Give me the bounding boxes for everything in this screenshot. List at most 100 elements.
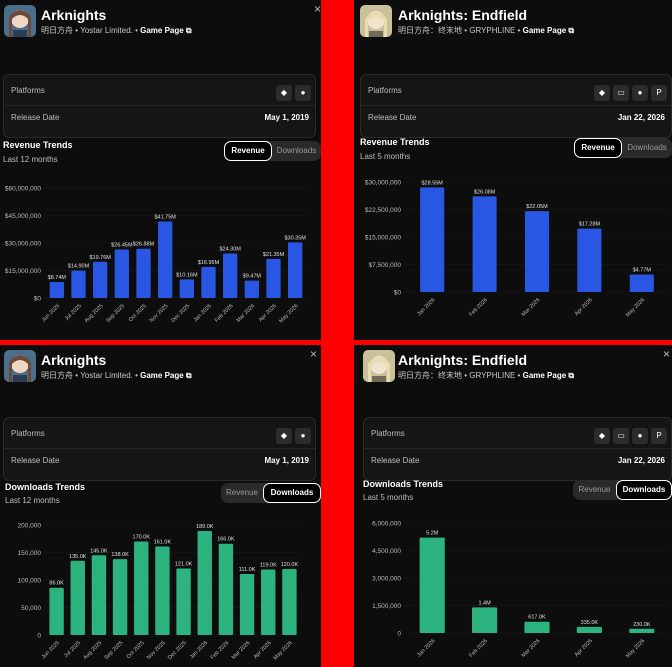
divider <box>364 448 671 449</box>
android-icon: ◆ <box>276 428 292 444</box>
monitor-icon: ▭ <box>613 85 629 101</box>
y-tick-label: $30,000,000 <box>5 241 42 248</box>
data-label: $41.75M <box>154 214 176 220</box>
bar <box>49 587 64 635</box>
y-tick-label: $30,000,000 <box>365 180 402 187</box>
x-tick-label: Apr 2026 <box>258 303 278 323</box>
section-title: Revenue Trends <box>3 140 73 150</box>
data-label: $8.74M <box>48 275 67 281</box>
release-date-value: May 1, 2019 <box>264 456 309 465</box>
android-icon: ◆ <box>594 85 610 101</box>
x-tick-label: Sep 2025 <box>104 640 125 661</box>
bar <box>136 248 151 298</box>
panel-endfield-downloads: Arknights: Endfield 明日方舟：终末地 • GRYPHLINE… <box>354 345 672 667</box>
release-date-value: May 1, 2019 <box>264 113 309 122</box>
game-page-link[interactable]: Game Page ⧉ <box>522 26 575 35</box>
platforms-label: Platforms <box>11 429 45 438</box>
section-subtitle: Last 12 months <box>5 496 60 505</box>
bar <box>93 261 108 298</box>
downloads-tab[interactable]: Downloads <box>263 483 321 503</box>
x-tick-label: Feb 2026 <box>210 640 231 661</box>
y-tick-label: 50,000 <box>21 605 41 612</box>
data-label: $30.35M <box>284 235 306 241</box>
publisher-text: 明日方舟：终末地 • GRYPHLINE • <box>398 371 521 380</box>
game-logo-icon <box>4 5 36 37</box>
downloads-chart: 0 50,000 100,000 150,000 200,000 86.0K Jun 202… <box>18 523 300 661</box>
bar <box>158 221 173 298</box>
playstation-icon: P <box>651 428 667 444</box>
game-header: Arknights: Endfield 明日方舟：终末地 • GRYPHLINE… <box>354 345 672 397</box>
x-tick-label: Jan 2026 <box>416 638 436 658</box>
panel-endfield-revenue: Arknights: Endfield 明日方舟：终末地 • GRYPHLINE… <box>354 0 672 340</box>
close-icon[interactable]: × <box>309 347 317 361</box>
metric-toggle: Revenue Downloads <box>574 138 672 158</box>
release-date-label: Release Date <box>11 113 60 122</box>
data-label: 138.0K <box>111 552 129 558</box>
y-tick-label: 100,000 <box>18 578 42 585</box>
revenue-tab[interactable]: Revenue <box>225 488 259 497</box>
bar <box>472 607 498 633</box>
close-icon[interactable]: × <box>313 2 321 16</box>
y-tick-label: $60,000,000 <box>5 186 42 193</box>
game-logo-icon <box>363 350 395 382</box>
bar <box>629 628 655 633</box>
downloads-tab[interactable]: Downloads <box>276 146 317 155</box>
data-label: 617.0K <box>528 615 546 621</box>
bar <box>577 228 602 292</box>
bar <box>524 211 550 292</box>
game-logo-icon <box>4 350 36 382</box>
divider <box>4 448 315 449</box>
release-date-value: Jan 22, 2026 <box>617 456 665 465</box>
x-tick-label: Oct 2025 <box>126 640 146 660</box>
data-label: $24.30M <box>219 246 241 252</box>
x-tick-label: Dec 2025 <box>170 303 191 324</box>
game-page-link[interactable]: Game Page ⧉ <box>522 371 575 380</box>
revenue-tab[interactable]: Revenue <box>574 138 622 158</box>
y-tick-label: $0 <box>394 290 402 297</box>
data-label: 145.0K <box>90 548 108 554</box>
bar <box>197 531 212 635</box>
y-tick-label: $22,500,000 <box>365 207 402 214</box>
section-title: Downloads Trends <box>5 482 86 492</box>
data-label: 135.0K <box>69 554 87 560</box>
game-subtitle: 明日方舟 • Yostar Limited. • Game Page ⧉ <box>41 370 192 381</box>
release-date-label: Release Date <box>371 456 420 465</box>
close-icon[interactable]: × <box>662 347 670 361</box>
divider <box>361 105 671 106</box>
x-tick-label: Aug 2025 <box>82 640 103 661</box>
data-label: 119.0K <box>260 563 277 569</box>
revenue-tab[interactable]: Revenue <box>224 141 272 161</box>
revenue-tab[interactable]: Revenue <box>578 485 611 494</box>
data-label: 335.0K <box>581 620 599 626</box>
data-label: 120.0K <box>281 562 299 568</box>
section-subtitle: Last 12 months <box>3 155 58 164</box>
metric-toggle: Revenue Downloads <box>224 141 321 161</box>
game-page-link[interactable]: Game Page ⧉ <box>140 26 192 35</box>
release-date-value: Jan 22, 2026 <box>617 113 665 122</box>
x-tick-label: Dec 2025 <box>167 640 188 661</box>
downloads-tab[interactable]: Downloads <box>616 480 672 500</box>
downloads-tab[interactable]: Downloads <box>627 143 667 152</box>
metric-toggle: Revenue Downloads <box>221 483 321 503</box>
release-date-label: Release Date <box>11 456 60 465</box>
bar <box>244 280 259 298</box>
y-tick-label: $45,000,000 <box>5 213 42 220</box>
apple-icon: ● <box>295 85 311 101</box>
data-label: 86.0K <box>49 581 64 587</box>
y-tick-label: 1,500,000 <box>372 603 401 610</box>
platforms-label: Platforms <box>11 86 45 95</box>
platforms-label: Platforms <box>371 429 405 438</box>
info-card: Platforms ◆ ● Release Date May 1, 2019 <box>3 417 316 481</box>
platforms-label: Platforms <box>368 86 402 95</box>
bar <box>576 626 602 633</box>
game-title: Arknights <box>41 352 107 368</box>
info-card: Platforms ◆ ▭ ● P Release Date Jan 22, 2026 <box>363 417 672 481</box>
game-page-link[interactable]: Game Page ⧉ <box>140 371 192 380</box>
x-tick-label: May 2026 <box>625 638 646 659</box>
section-title: Revenue Trends <box>360 137 430 147</box>
bar <box>112 559 128 635</box>
x-tick-label: Nov 2025 <box>149 303 170 324</box>
game-subtitle: 明日方舟：终末地 • GRYPHLINE • Game Page ⧉ <box>398 25 574 36</box>
game-subtitle: 明日方舟：终末地 • GRYPHLINE • Game Page ⧉ <box>398 370 574 381</box>
bar <box>419 537 445 633</box>
